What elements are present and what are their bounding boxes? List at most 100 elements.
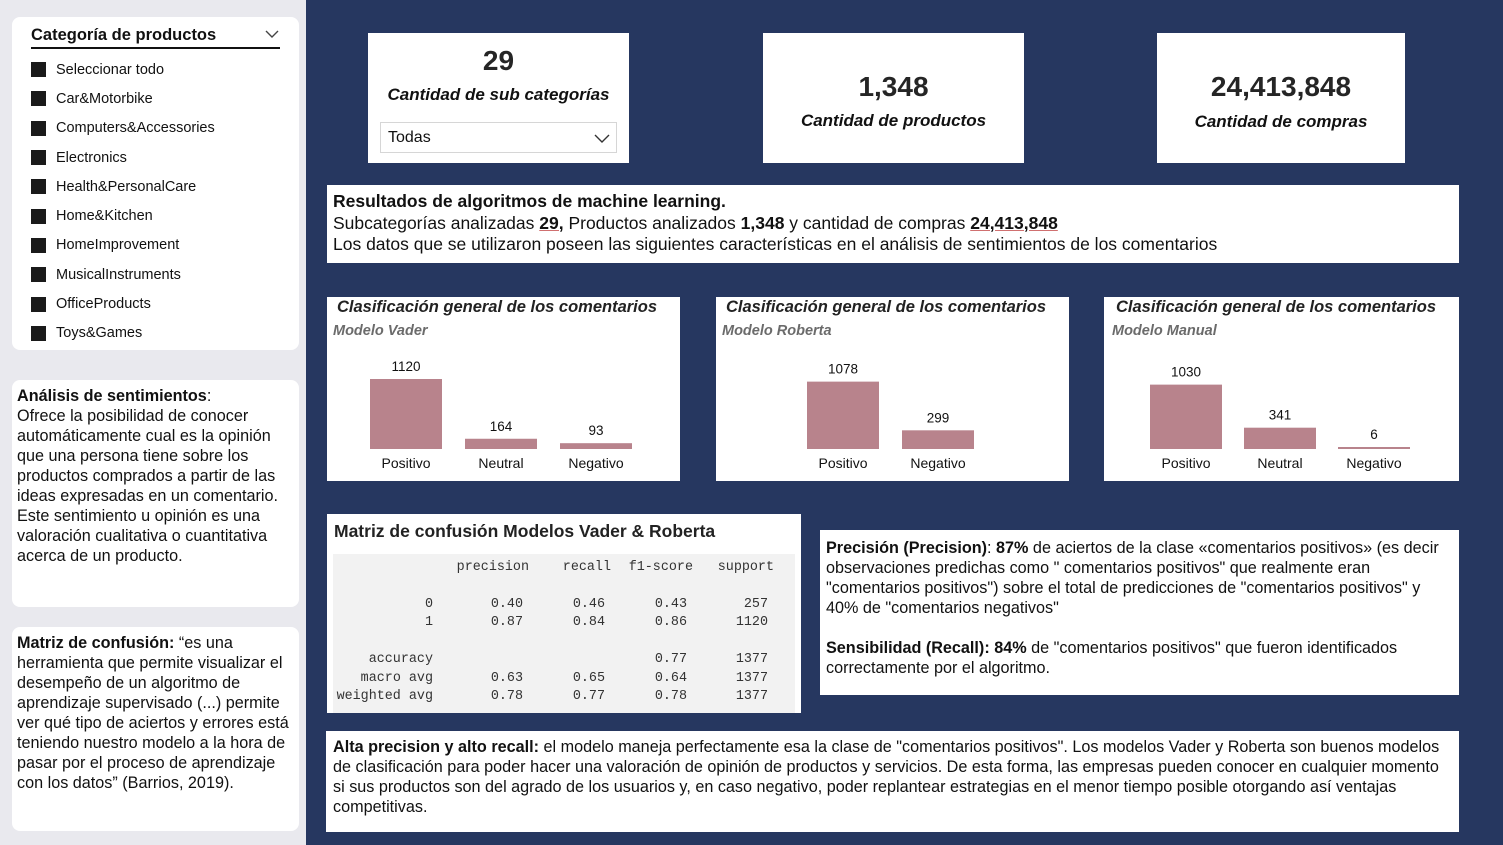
- slicer-item-select-all[interactable]: Seleccionar todo: [31, 55, 215, 84]
- bar-positivo[interactable]: [807, 381, 879, 449]
- checkbox[interactable]: [31, 237, 46, 253]
- chart-subtitle: Modelo Roberta: [722, 323, 832, 339]
- report-cell: 1120: [735, 615, 768, 630]
- slicer-item-computers-accessories[interactable]: Computers&Accessories: [31, 114, 215, 143]
- category-label: Neutral: [478, 455, 523, 471]
- matrix-report: precision recall f1-score support 0 0.40 0.46 0…: [333, 554, 795, 713]
- chart-subtitle: Modelo Manual: [1112, 323, 1217, 339]
- slicer-item-label: OfficeProducts: [56, 296, 151, 313]
- report-cell: 0.63: [490, 671, 523, 686]
- slicer-item-label: Toys&Games: [56, 325, 143, 342]
- checkbox[interactable]: [31, 62, 46, 78]
- bar-neutral[interactable]: [1244, 427, 1316, 449]
- results-text: Subcategorías analizadas: [333, 212, 540, 233]
- category-label: Positivo: [381, 455, 430, 471]
- checkbox[interactable]: [31, 120, 46, 136]
- chart-roberta: Clasificación general de los comentarios…: [716, 297, 1069, 481]
- report-cell: 1377: [735, 689, 768, 704]
- report-cell: 0.86: [654, 615, 687, 630]
- kpi-value: 29: [482, 45, 515, 76]
- recall-text: Sensibilidad (Recall): 84% de "comentari…: [826, 638, 1453, 678]
- kpi-subcategories-card: 29 Cantidad de sub categorías Todas: [368, 33, 629, 163]
- slicer-item-office-products[interactable]: OfficeProducts: [31, 289, 215, 318]
- data-label: 341: [1269, 408, 1292, 423]
- sentiment-heading: Análisis de sentimientos: [17, 387, 207, 405]
- bar-positivo[interactable]: [370, 379, 442, 449]
- category-label: Neutral: [1257, 455, 1302, 471]
- checkbox[interactable]: [31, 296, 46, 312]
- results-line-2: Subcategorías analizadas 29, Productos a…: [333, 213, 1459, 235]
- conclusion-panel: Alta precision y alto recall: el modelo …: [326, 731, 1459, 832]
- slicer-item-electronics[interactable]: Electronics: [31, 143, 215, 172]
- slicer-item-label: Home&Kitchen: [56, 208, 153, 225]
- category-label: Negativo: [910, 455, 965, 471]
- precision-heading: Precisión (Precision): [826, 539, 988, 557]
- report-cell: 0.78: [490, 689, 523, 704]
- report-row-label: weighted avg: [336, 689, 433, 704]
- slicer-item-home-improvement[interactable]: HomeImprovement: [31, 231, 215, 260]
- sentiment-heading-colon: :: [206, 387, 212, 405]
- bar-neutral[interactable]: [465, 438, 537, 449]
- checkbox[interactable]: [31, 267, 46, 283]
- bar-chart-vader: 1120 Positivo 164 Neutral 93 Negativo: [370, 359, 632, 471]
- bar-chart-manual: 1030 Positivo 341 Neutral 6 Negativo: [1150, 365, 1410, 471]
- bar-negativo[interactable]: [902, 430, 974, 449]
- confusion-matrix-panel: Matriz de confusión Modelos Vader & Robe…: [327, 514, 801, 713]
- bar-positivo[interactable]: [1150, 384, 1222, 449]
- results-products: 1,348: [740, 212, 785, 233]
- report-cell: 0.84: [572, 615, 605, 630]
- dropdown-value: Todas: [388, 129, 431, 146]
- report-header-f1-score: f1-score: [628, 560, 693, 575]
- checkbox[interactable]: [31, 325, 46, 341]
- subcategory-dropdown[interactable]: Todas: [380, 122, 617, 153]
- checkbox[interactable]: [31, 179, 46, 195]
- confusion-heading: Matriz de confusión:: [17, 634, 175, 652]
- chevron-down-icon: [594, 134, 610, 143]
- results-subcategories: 29,: [539, 212, 564, 233]
- report-cell: 0.64: [654, 671, 687, 686]
- checkbox[interactable]: [31, 150, 46, 166]
- kpi-label: Cantidad de compras: [1194, 112, 1368, 131]
- checkbox[interactable]: [31, 91, 46, 107]
- data-label: 1030: [1171, 365, 1201, 380]
- report-row-label: 1: [424, 615, 433, 630]
- metrics-panel: Precisión (Precision): 87% de aciertos d…: [820, 530, 1459, 695]
- report-row-label: 0: [424, 597, 433, 612]
- results-purchases: 24,413,848: [970, 212, 1058, 233]
- report-cell: 0.46: [572, 597, 605, 612]
- precision-body: de aciertos de la clase «comentarios pos…: [826, 539, 1439, 617]
- chevron-down-icon[interactable]: [265, 30, 279, 39]
- data-label: 299: [927, 410, 950, 425]
- slicer-item-label: Seleccionar todo: [56, 61, 165, 78]
- sentiment-body: Ofrece la posibilidad de conocer automát…: [17, 407, 278, 565]
- recall-body: de "comentarios positivos" que fueron id…: [826, 639, 1398, 677]
- slicer-item-car-motorbike[interactable]: Car&Motorbike: [31, 84, 215, 113]
- slicer-item-musical-instruments[interactable]: MusicalInstruments: [31, 260, 215, 289]
- slicer-item-toys-games[interactable]: Toys&Games: [31, 319, 215, 348]
- data-label: 6: [1370, 427, 1378, 442]
- chart-title: Clasificación general de los comentarios: [1116, 298, 1437, 316]
- kpi-label: Cantidad de productos: [800, 111, 987, 130]
- metric-colon: :: [987, 539, 997, 557]
- category-slicer: Categoría de productos Seleccionar todo …: [12, 17, 299, 350]
- confusion-body: “es una herramienta que permite visualiz…: [17, 634, 289, 792]
- report-cell: 0.77: [572, 689, 605, 704]
- category-label: Negativo: [1346, 455, 1401, 471]
- slicer-item-label: HomeImprovement: [56, 237, 180, 254]
- category-label: Positivo: [1161, 455, 1210, 471]
- data-label: 1120: [391, 359, 420, 374]
- matrix-title: Matriz de confusión Modelos Vader & Robe…: [334, 521, 716, 541]
- bar-negativo[interactable]: [1338, 447, 1410, 449]
- slicer-item-health-personal-care[interactable]: Health&PersonalCare: [31, 172, 215, 201]
- conclusion-heading: Alta precision y alto recall:: [333, 738, 540, 756]
- slicer-item-home-kitchen[interactable]: Home&Kitchen: [31, 201, 215, 230]
- report-cell: 1377: [735, 671, 768, 686]
- data-label: 164: [490, 419, 513, 434]
- chart-manual: Clasificación general de los comentarios…: [1104, 297, 1459, 481]
- chart-title: Clasificación general de los comentarios: [726, 298, 1047, 316]
- slicer-item-label: Electronics: [56, 149, 127, 166]
- bar-negativo[interactable]: [560, 443, 632, 449]
- sentiment-analysis-panel: Análisis de sentimientos: Ofrece la posi…: [12, 380, 299, 607]
- checkbox[interactable]: [31, 208, 46, 224]
- report-cell: 0.43: [654, 597, 687, 612]
